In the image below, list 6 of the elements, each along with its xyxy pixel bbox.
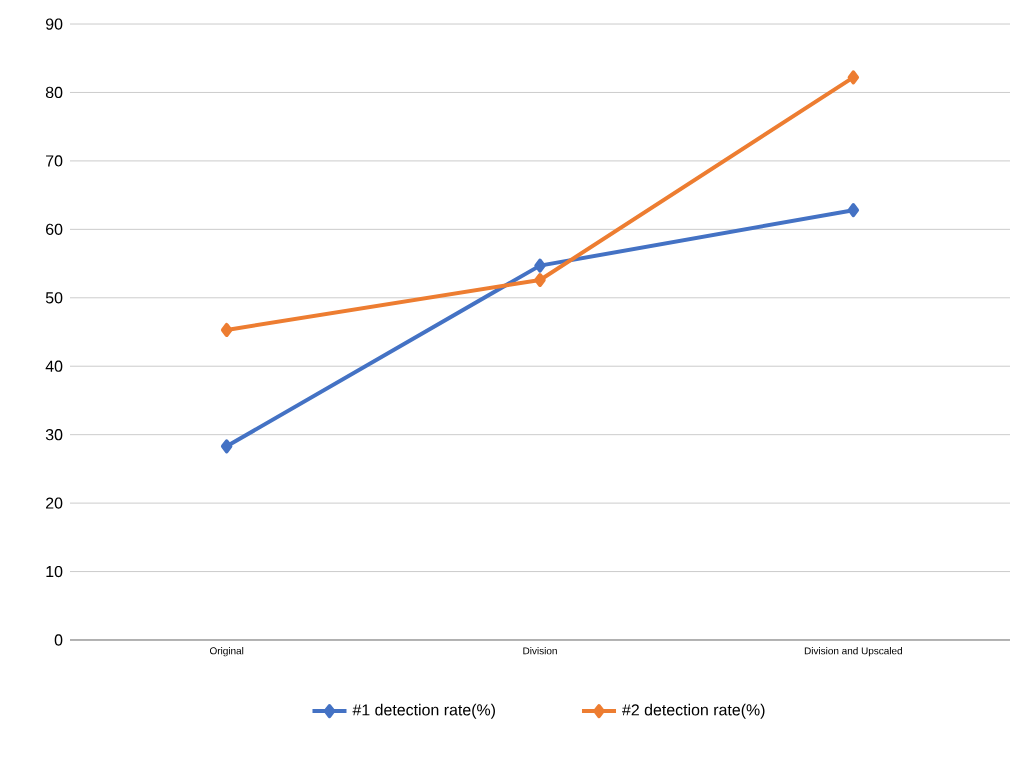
point <box>847 70 860 85</box>
point <box>847 203 860 218</box>
point <box>220 322 233 337</box>
point <box>534 258 546 273</box>
point <box>220 439 233 454</box>
point <box>534 273 546 287</box>
